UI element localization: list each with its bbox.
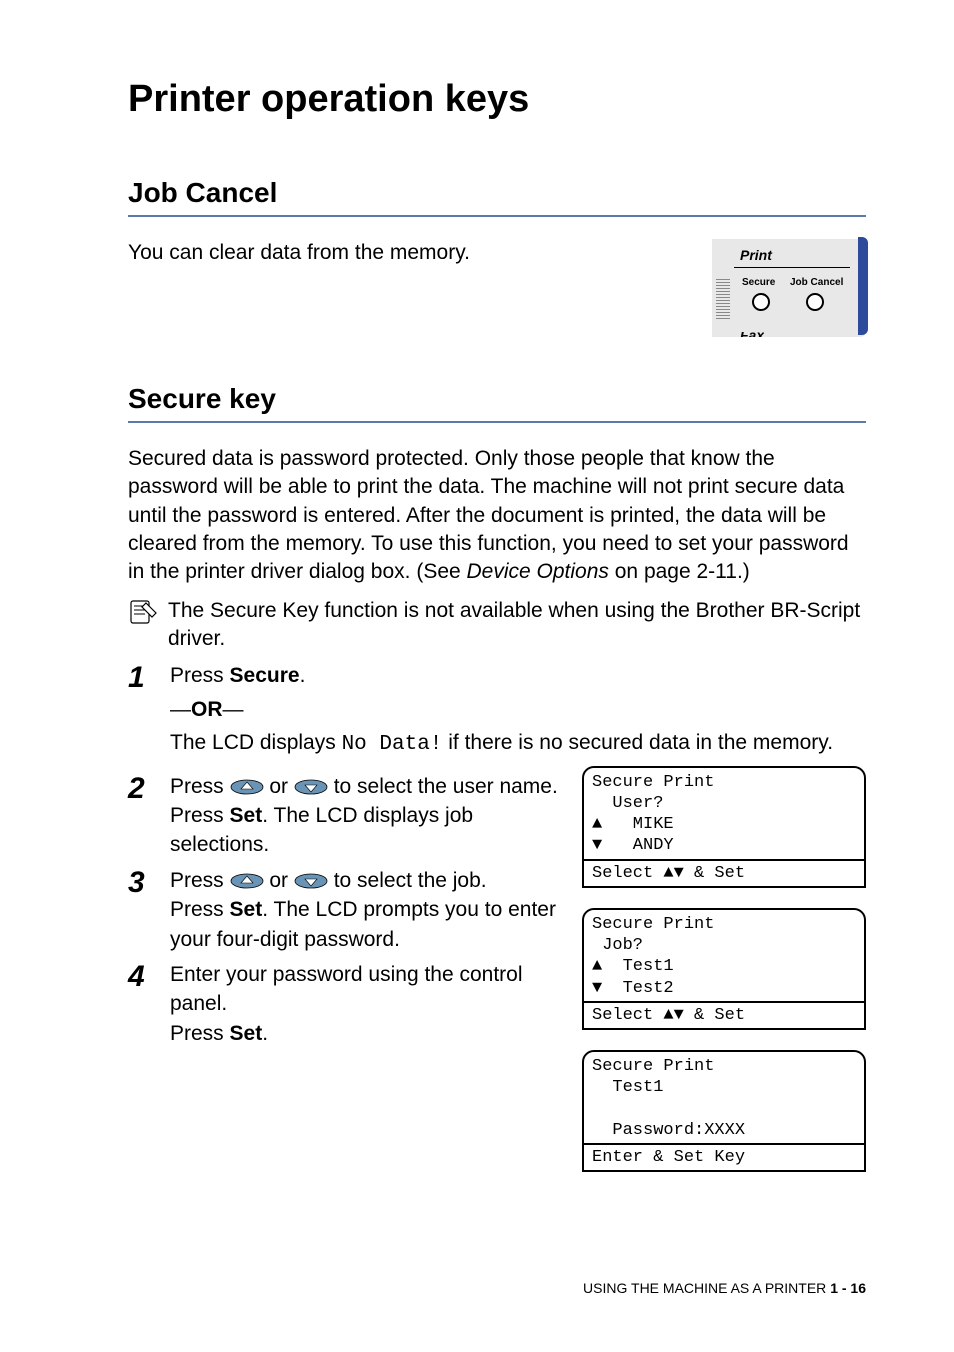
step-1-number: 1 — [128, 661, 152, 759]
step-3-tail: to select the job. — [328, 869, 487, 892]
panel-grip — [716, 277, 730, 319]
lcd-password: Secure Print Test1 Password:XXXX Enter &… — [582, 1050, 866, 1172]
panel-print-label: Print — [740, 247, 772, 263]
step-1-or: —OR— — [170, 695, 833, 724]
down-arrow-icon — [294, 779, 328, 795]
lcd1-line3: ▲ MIKE — [592, 814, 856, 835]
page-title: Printer operation keys — [128, 78, 866, 121]
step-1-line1: Press Secure. — [170, 661, 833, 690]
step-4-line1: Enter your password using the control pa… — [170, 960, 558, 1019]
step-3-press: Press — [170, 869, 230, 892]
step-2-number: 2 — [128, 772, 152, 860]
step-2-press2: Press — [170, 804, 230, 827]
lcd3-line4: Password:XXXX — [592, 1120, 856, 1141]
step-2-line2: Press Set. The LCD displays job selectio… — [170, 801, 558, 860]
step-3-number: 3 — [128, 866, 152, 954]
step-1: 1 Press Secure. —OR— The LCD displays No… — [128, 661, 866, 759]
lcd-job: Secure Print Job? ▲ Test1 ▼ Test2 Select… — [582, 908, 866, 1030]
step-3: 3 Press or to select the job. Press Set.… — [128, 866, 558, 954]
lcd2-footer: Select ▲▼ & Set — [584, 1001, 864, 1028]
panel-secure-label: Secure — [742, 277, 775, 288]
panel-jobcancel-label: Job Cancel — [790, 277, 843, 288]
section-jobcancel-heading: Job Cancel — [128, 177, 866, 217]
step-1-press: Press — [170, 664, 230, 687]
step-2-press: Press — [170, 775, 230, 798]
panel-divider — [734, 267, 850, 268]
lcd2-line3: ▲ Test1 — [592, 956, 856, 977]
lcd3-line1: Secure Print — [592, 1056, 856, 1077]
lcd3-line3 — [592, 1099, 856, 1120]
step-1-lcd-pre: The LCD displays — [170, 731, 342, 754]
note-row: The Secure Key function is not available… — [128, 597, 866, 654]
step-1-lcd-post: if there is no secured data in the memor… — [442, 731, 833, 754]
panel-tab — [858, 237, 868, 335]
step-3-press2: Press — [170, 898, 230, 921]
step-1-dot: . — [300, 664, 306, 687]
footer-text: USING THE MACHINE AS A PRINTER — [583, 1280, 830, 1296]
up-arrow-icon — [230, 779, 264, 795]
page-footer: USING THE MACHINE AS A PRINTER 1 - 16 — [583, 1280, 866, 1296]
lcd1-line2: User? — [592, 793, 856, 814]
step-4-dot: . — [262, 1022, 268, 1045]
step-4: 4 Enter your password using the control … — [128, 960, 558, 1048]
panel-fax-label: Fax — [740, 332, 764, 337]
step-2-line1: Press or to select the user name. — [170, 772, 558, 801]
up-arrow-icon — [230, 873, 264, 889]
down-arrow-icon — [294, 873, 328, 889]
lcd1-line4: ▼ ANDY — [592, 835, 856, 856]
step-1-secure: Secure — [230, 664, 300, 687]
lcd2-line1: Secure Print — [592, 914, 856, 935]
note-text: The Secure Key function is not available… — [168, 597, 866, 654]
panel-jobcancel-button — [806, 293, 824, 311]
step-2: 2 Press or to select the user name. Pres… — [128, 772, 558, 860]
lcd2-line4: ▼ Test2 — [592, 978, 856, 999]
print-panel-illustration: Print Secure Job Cancel Fax — [712, 239, 866, 337]
step-2-tail: to select the user name. — [328, 775, 558, 798]
step-1-nodata: No Data! — [342, 733, 443, 756]
lcd3-footer: Enter & Set Key — [584, 1143, 864, 1170]
jobcancel-text: You can clear data from the memory. — [128, 239, 470, 267]
lcd3-line2: Test1 — [592, 1077, 856, 1098]
step-3-or: or — [264, 869, 294, 892]
securekey-para-suffix: on page 2-11.) — [609, 560, 750, 583]
step-3-line1: Press or to select the job. — [170, 866, 558, 895]
securekey-paragraph: Secured data is password protected. Only… — [128, 445, 866, 587]
panel-secure-button — [752, 293, 770, 311]
step-4-number: 4 — [128, 960, 152, 1048]
step-1-line2: The LCD displays No Data! if there is no… — [170, 728, 833, 759]
step-3-set: Set — [230, 898, 263, 921]
step-3-line2: Press Set. The LCD prompts you to enter … — [170, 895, 558, 954]
lcd1-line1: Secure Print — [592, 772, 856, 793]
step-2-or: or — [264, 775, 294, 798]
step-4-press: Press — [170, 1022, 230, 1045]
section-securekey-heading: Secure key — [128, 383, 866, 423]
lcd-user: Secure Print User? ▲ MIKE ▼ ANDY Select … — [582, 766, 866, 888]
lcd1-footer: Select ▲▼ & Set — [584, 859, 864, 886]
footer-page: 1 - 16 — [830, 1280, 866, 1296]
step-4-line2: Press Set. — [170, 1019, 558, 1048]
lcd2-line2: Job? — [592, 935, 856, 956]
note-icon — [128, 597, 158, 632]
securekey-xref: Device Options — [467, 560, 609, 583]
step-4-set: Set — [230, 1022, 263, 1045]
step-2-set: Set — [230, 804, 263, 827]
